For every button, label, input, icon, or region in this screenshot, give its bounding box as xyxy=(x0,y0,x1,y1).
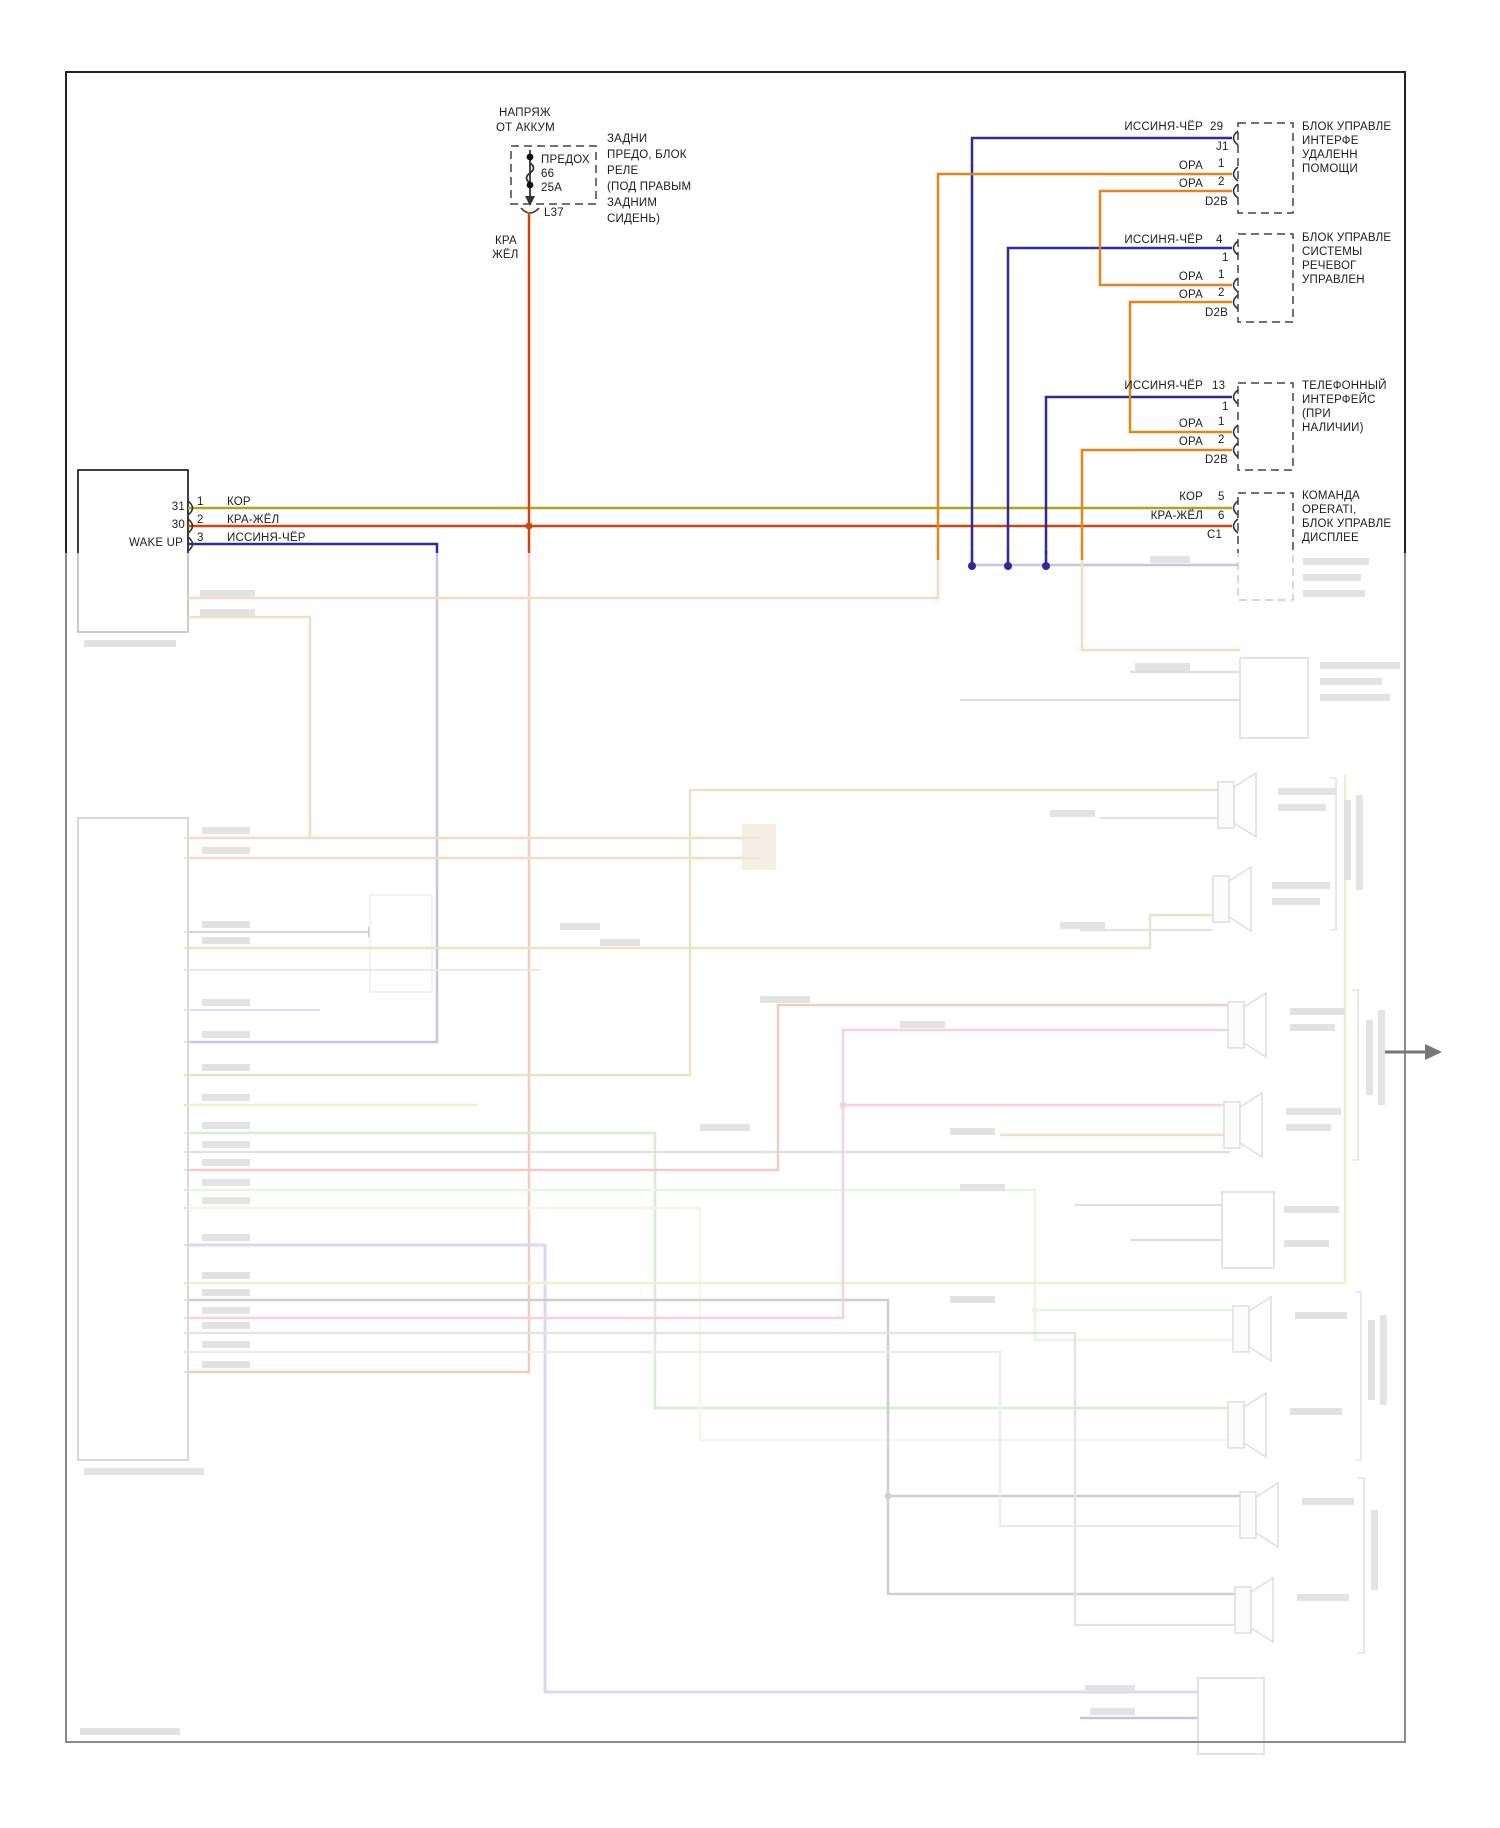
m1-sub-3: D2B xyxy=(1205,196,1228,208)
m1-sub-1: J1 xyxy=(1216,141,1229,153)
m2-sub-1: 1 xyxy=(1222,252,1229,264)
m1-pin-2: 1 xyxy=(1218,158,1225,170)
left-module-pin-out-2: 2 xyxy=(197,514,204,526)
continuation-arrow xyxy=(1385,1044,1442,1060)
m1-wire-1: ИССИНЯ-ЧЁР xyxy=(1124,121,1203,133)
m1-pin-3: 2 xyxy=(1218,176,1225,188)
m2-pin-1: 4 xyxy=(1216,234,1223,246)
fade-overlay xyxy=(0,553,1500,1828)
m2-wire-2: ОРА xyxy=(1178,271,1203,283)
fuse-connector-id: L37 xyxy=(544,207,564,219)
m3-wire-3: ОРА xyxy=(1178,436,1203,448)
wire-label-kor: КОР xyxy=(227,496,251,508)
m3-wire-2: ОРА xyxy=(1178,418,1203,430)
m3-name: ТЕЛЕФОННЫЙ ИНТЕРФЕЙС (ПРИ НАЛИЧИИ) xyxy=(1302,380,1387,434)
fuse-number: 66 xyxy=(541,168,555,180)
m3-pin-2: 1 xyxy=(1218,416,1225,428)
m3-pin-1: 13 xyxy=(1212,380,1226,392)
fuse-rating: 25А xyxy=(541,182,563,194)
power-source-line2: ОТ АККУМ xyxy=(496,122,555,134)
m2-name: БЛОК УПРАВЛЕ СИСТЕМЫ РЕЧЕВОГ УПРАВЛЕН xyxy=(1302,232,1392,286)
power-source-line1: НАПРЯЖ xyxy=(499,107,551,119)
m3-wire-1: ИССИНЯ-ЧЁР xyxy=(1124,380,1203,392)
left-module-pin-out-1: 1 xyxy=(197,496,204,508)
fuse-wire-color-line2: ЖЁЛ xyxy=(492,249,519,261)
m2-sub-3: D2B xyxy=(1205,307,1228,319)
m4-pin-1: 5 xyxy=(1218,491,1225,503)
left-module-pin-wakeup: WAKE UP xyxy=(128,537,183,549)
m4-name: КОМАНДА OPERATI, БЛОК УПРАВЛЕ ДИСПЛЕЕ xyxy=(1302,490,1392,544)
m3-sub-1: 1 xyxy=(1222,401,1229,413)
m2-wire-1: ИССИНЯ-ЧЁР xyxy=(1124,234,1203,246)
fuse-wire-color-line1: КРА xyxy=(495,235,517,247)
wire-label-kra-zhel: КРА-ЖЁЛ xyxy=(227,514,280,526)
wire-label-issinya-cher: ИССИНЯ-ЧЁР xyxy=(227,532,306,544)
m2-pin-3: 2 xyxy=(1218,287,1225,299)
m1-name: БЛОК УПРАВЛЕ ИНТЕРФЕ УДАЛЕНН ПОМОЩИ xyxy=(1302,121,1392,175)
m2-wire-3: ОРА xyxy=(1178,289,1203,301)
left-module-pin-30: 30 xyxy=(171,519,185,531)
m1-wire-2: ОРА xyxy=(1178,160,1203,172)
m1-wire-3: ОРА xyxy=(1178,178,1203,190)
m4-sub-2: C1 xyxy=(1207,529,1223,541)
fuse-name: ПРЕДОХ xyxy=(541,154,590,166)
m3-pin-3: 2 xyxy=(1218,434,1225,446)
m3-sub-3: D2B xyxy=(1205,454,1228,466)
m4-pin-2: 6 xyxy=(1218,510,1225,522)
m4-wire-2: КРА-ЖЁЛ xyxy=(1150,510,1203,522)
m1-pin-1: 29 xyxy=(1210,121,1224,133)
m2-pin-2: 1 xyxy=(1218,269,1225,281)
fuse-location-note: ЗАДНИ ПРЕДО, БЛОК РЕЛЕ (ПОД ПРАВЫМ ЗАДНИ… xyxy=(607,133,692,225)
left-module-pin-31: 31 xyxy=(171,501,185,513)
m4-wire-1: КОР xyxy=(1179,491,1203,503)
left-module-pin-out-3: 3 xyxy=(197,532,204,544)
